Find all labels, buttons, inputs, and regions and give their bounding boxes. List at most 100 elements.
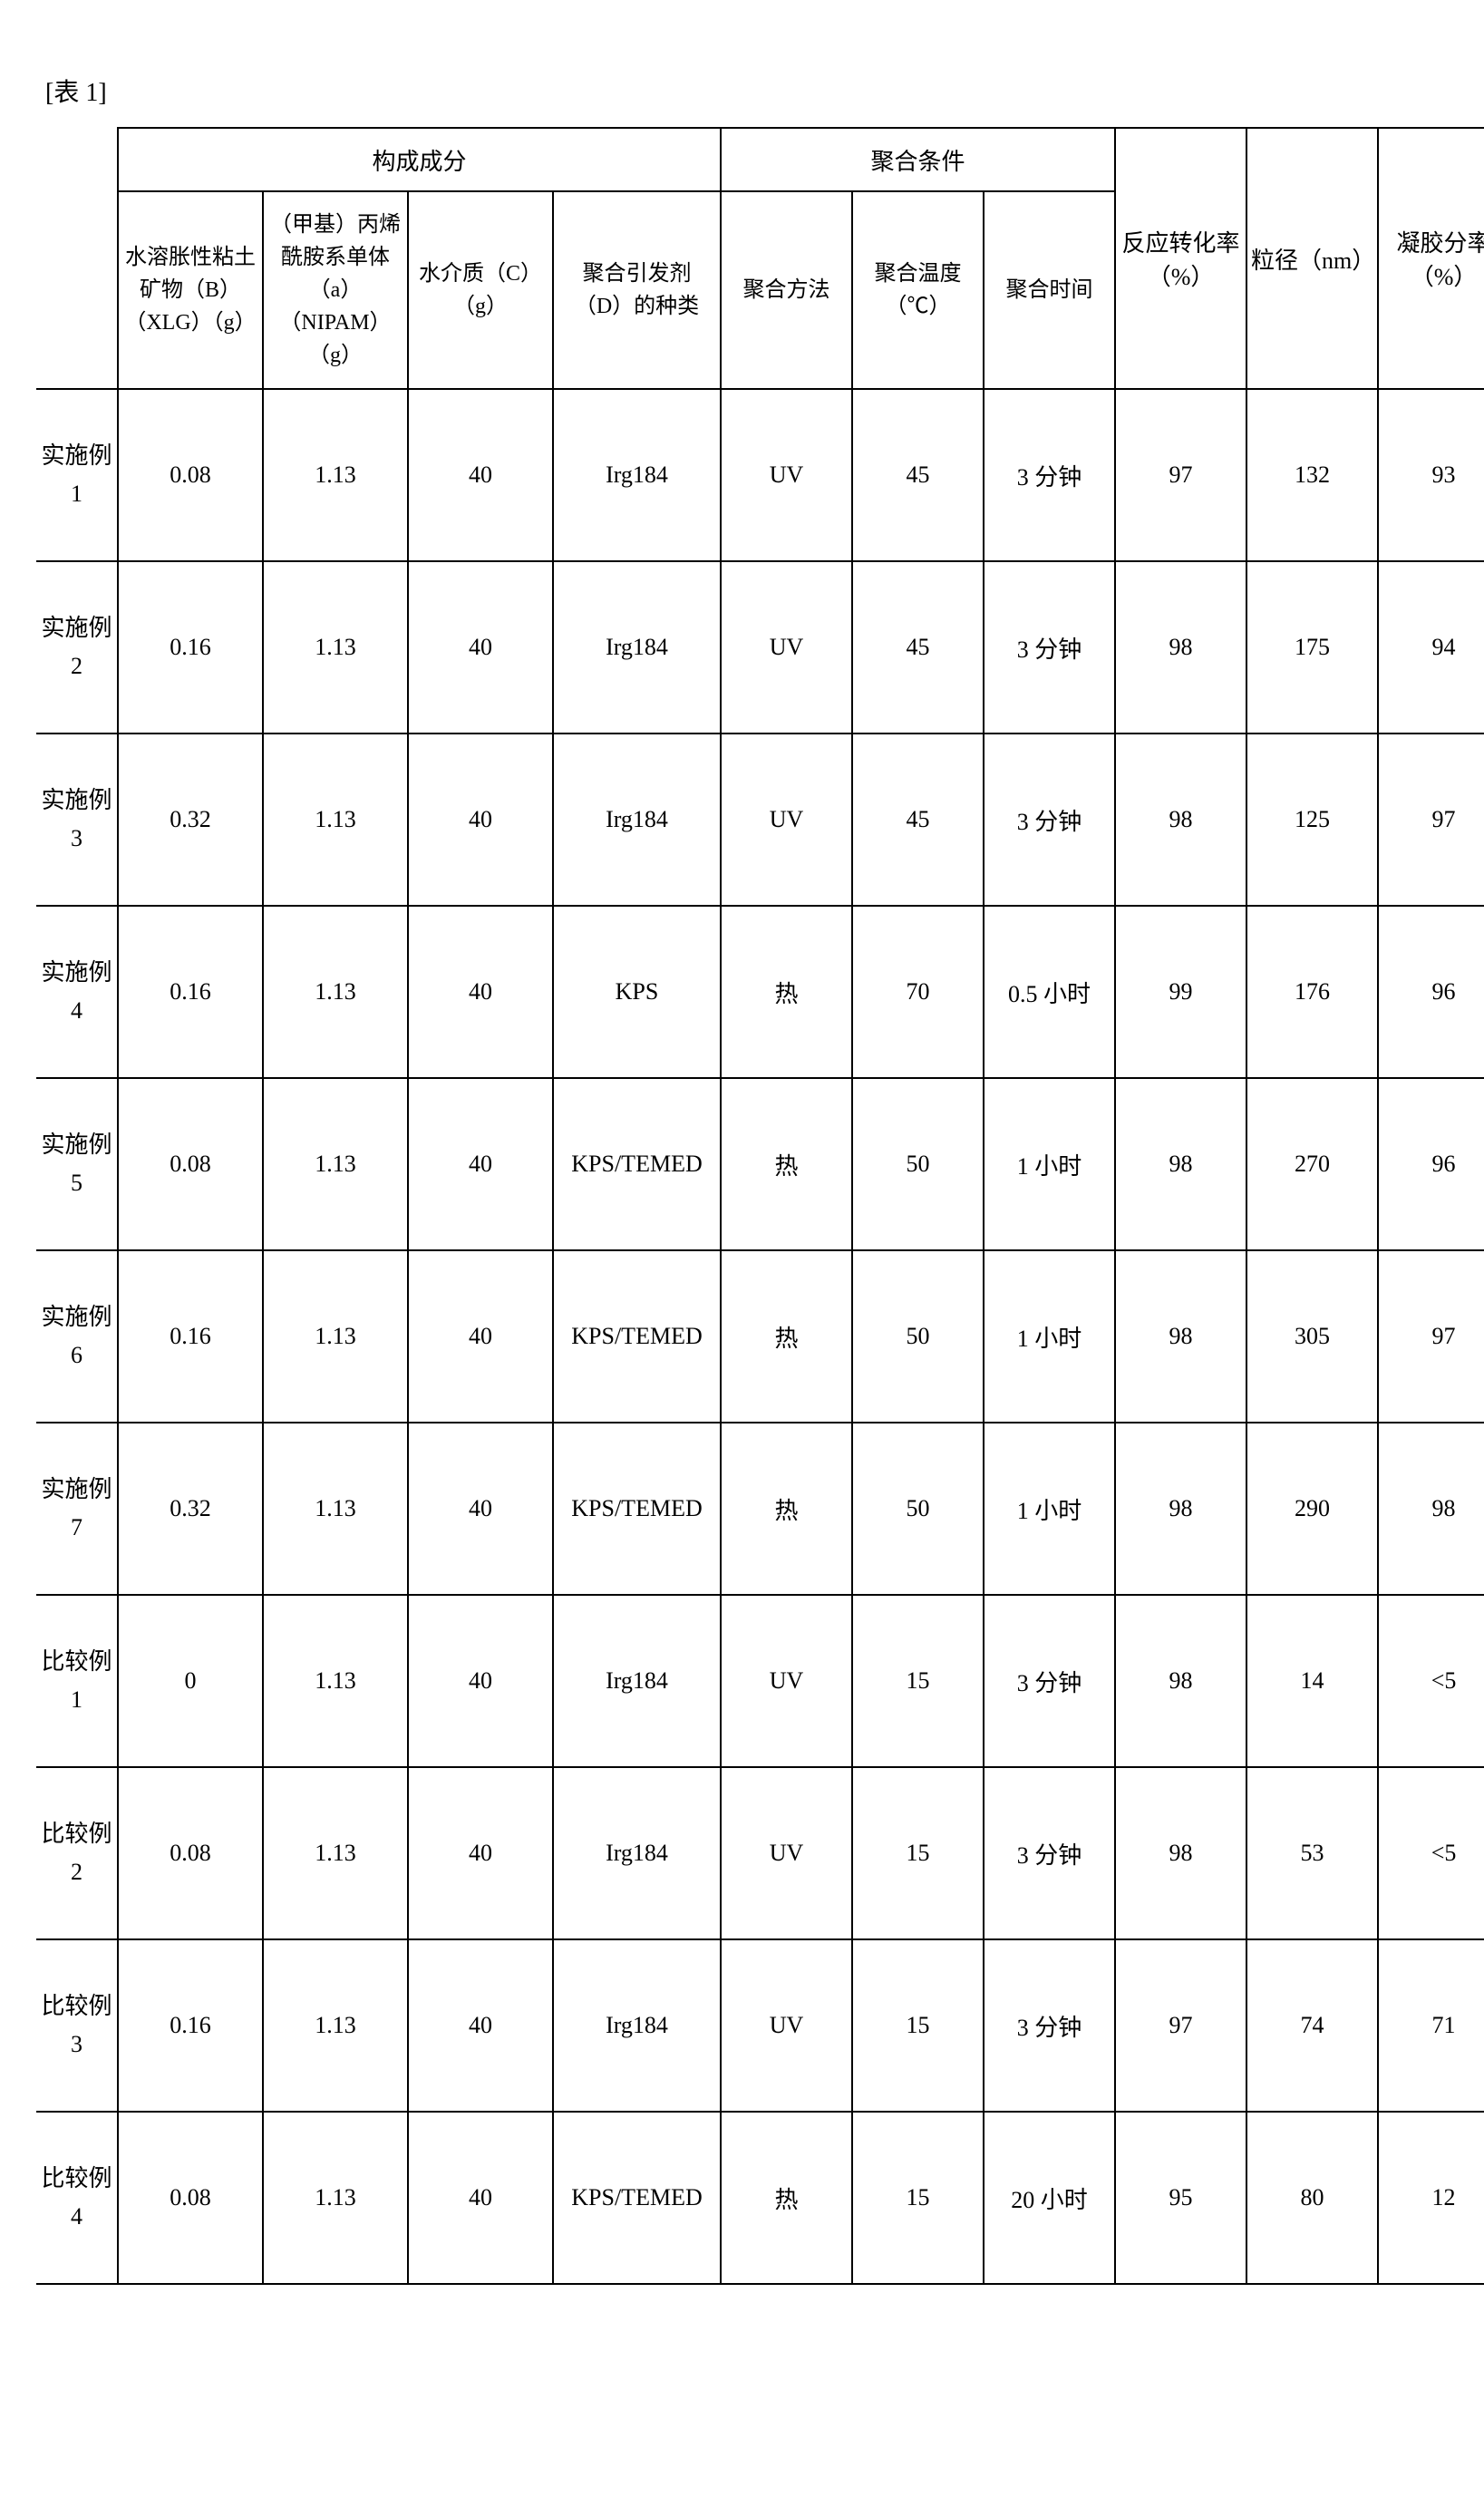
cell-init: Irg184: [553, 1939, 721, 2112]
cell-init: KPS/TEMED: [553, 1078, 721, 1250]
header-gel: 凝胶分率（%）: [1378, 128, 1484, 389]
cell-label: 比较例3: [36, 1939, 118, 2112]
cell-xlg: 0.08: [118, 1767, 263, 1939]
cell-xlg: 0.08: [118, 2112, 263, 2284]
cell-nipam: 1.13: [263, 1595, 408, 1767]
table-row: 比较例20.081.1340Irg184UV153 分钟9853<5: [36, 1767, 1484, 1939]
cell-nipam: 1.13: [263, 1767, 408, 1939]
table-row: 实施例20.161.1340Irg184UV453 分钟9817594: [36, 561, 1484, 734]
cell-c: 40: [408, 1939, 553, 2112]
cell-method: UV: [721, 389, 852, 561]
row-label-line1: 实施例: [40, 782, 113, 820]
cell-c: 40: [408, 1078, 553, 1250]
header-method: 聚合方法: [721, 191, 852, 389]
cell-size: 290: [1246, 1423, 1378, 1595]
header-c: 水介质（C）（g）: [408, 191, 553, 389]
cell-nipam: 1.13: [263, 1423, 408, 1595]
header-blank: [36, 128, 118, 389]
cell-label: 比较例1: [36, 1595, 118, 1767]
cell-xlg: 0.16: [118, 1250, 263, 1423]
header-conditions: 聚合条件: [721, 128, 1115, 191]
cell-xlg: 0.08: [118, 389, 263, 561]
cell-time: 3 分钟: [984, 1767, 1115, 1939]
row-label-line1: 比较例: [40, 1987, 113, 2026]
cell-method: 热: [721, 1078, 852, 1250]
cell-size: 176: [1246, 906, 1378, 1078]
table-row: 实施例30.321.1340Irg184UV453 分钟9812597: [36, 734, 1484, 906]
header-composition: 构成成分: [118, 128, 721, 191]
cell-gel: <5: [1378, 1767, 1484, 1939]
cell-xlg: 0.08: [118, 1078, 263, 1250]
cell-size: 175: [1246, 561, 1378, 734]
cell-init: Irg184: [553, 389, 721, 561]
cell-c: 40: [408, 1423, 553, 1595]
cell-c: 40: [408, 389, 553, 561]
cell-conv: 97: [1115, 1939, 1246, 2112]
row-label-line1: 实施例: [40, 1298, 113, 1336]
cell-time: 3 分钟: [984, 389, 1115, 561]
cell-gel: 97: [1378, 1250, 1484, 1423]
table-row: 实施例50.081.1340KPS/TEMED热501 小时9827096: [36, 1078, 1484, 1250]
row-label-line2: 4: [40, 992, 113, 1030]
cell-xlg: 0.16: [118, 561, 263, 734]
cell-c: 40: [408, 2112, 553, 2284]
cell-conv: 98: [1115, 1595, 1246, 1767]
cell-conv: 95: [1115, 2112, 1246, 2284]
header-temp: 聚合温度（℃）: [852, 191, 984, 389]
row-label-line2: 5: [40, 1164, 113, 1202]
row-label-line1: 实施例: [40, 437, 113, 475]
row-label-line2: 2: [40, 1853, 113, 1891]
cell-gel: 96: [1378, 906, 1484, 1078]
header-xlg: 水溶胀性粘土矿物（B）（XLG）（g）: [118, 191, 263, 389]
row-label-line1: 实施例: [40, 1126, 113, 1164]
cell-init: KPS/TEMED: [553, 1423, 721, 1595]
table-header-row-1: 构成成分 聚合条件 反应转化率（%） 粒径（nm） 凝胶分率（%）: [36, 128, 1484, 191]
row-label-line1: 比较例: [40, 1815, 113, 1853]
table-row: 比较例101.1340Irg184UV153 分钟9814<5: [36, 1595, 1484, 1767]
header-time: 聚合时间: [984, 191, 1115, 389]
cell-c: 40: [408, 1767, 553, 1939]
cell-label: 实施例6: [36, 1250, 118, 1423]
data-table: 构成成分 聚合条件 反应转化率（%） 粒径（nm） 凝胶分率（%） 水溶胀性粘土…: [36, 127, 1484, 2285]
cell-time: 3 分钟: [984, 1595, 1115, 1767]
cell-init: KPS/TEMED: [553, 2112, 721, 2284]
cell-time: 3 分钟: [984, 561, 1115, 734]
cell-temp: 50: [852, 1078, 984, 1250]
table-row: 比较例30.161.1340Irg184UV153 分钟977471: [36, 1939, 1484, 2112]
cell-init: Irg184: [553, 1595, 721, 1767]
cell-method: 热: [721, 906, 852, 1078]
cell-c: 40: [408, 906, 553, 1078]
cell-time: 1 小时: [984, 1250, 1115, 1423]
cell-conv: 97: [1115, 389, 1246, 561]
cell-gel: 12: [1378, 2112, 1484, 2284]
cell-nipam: 1.13: [263, 734, 408, 906]
cell-method: UV: [721, 561, 852, 734]
cell-nipam: 1.13: [263, 389, 408, 561]
cell-time: 3 分钟: [984, 734, 1115, 906]
cell-temp: 45: [852, 734, 984, 906]
cell-size: 270: [1246, 1078, 1378, 1250]
header-size: 粒径（nm）: [1246, 128, 1378, 389]
cell-method: 热: [721, 2112, 852, 2284]
cell-size: 305: [1246, 1250, 1378, 1423]
cell-size: 53: [1246, 1767, 1378, 1939]
cell-conv: 98: [1115, 1078, 1246, 1250]
cell-init: Irg184: [553, 561, 721, 734]
cell-temp: 45: [852, 389, 984, 561]
header-nipam: （甲基）丙烯酰胺系单体（a）（NIPAM）（g）: [263, 191, 408, 389]
cell-temp: 50: [852, 1250, 984, 1423]
cell-method: UV: [721, 734, 852, 906]
row-label-line2: 3: [40, 2026, 113, 2064]
cell-label: 实施例4: [36, 906, 118, 1078]
cell-label: 实施例1: [36, 389, 118, 561]
cell-xlg: 0: [118, 1595, 263, 1767]
row-label-line2: 7: [40, 1509, 113, 1547]
cell-temp: 15: [852, 2112, 984, 2284]
cell-xlg: 0.32: [118, 1423, 263, 1595]
cell-time: 0.5 小时: [984, 906, 1115, 1078]
header-initiator: 聚合引发剂（D）的种类: [553, 191, 721, 389]
cell-method: 热: [721, 1250, 852, 1423]
cell-temp: 45: [852, 561, 984, 734]
cell-method: UV: [721, 1939, 852, 2112]
row-label-line2: 2: [40, 647, 113, 685]
